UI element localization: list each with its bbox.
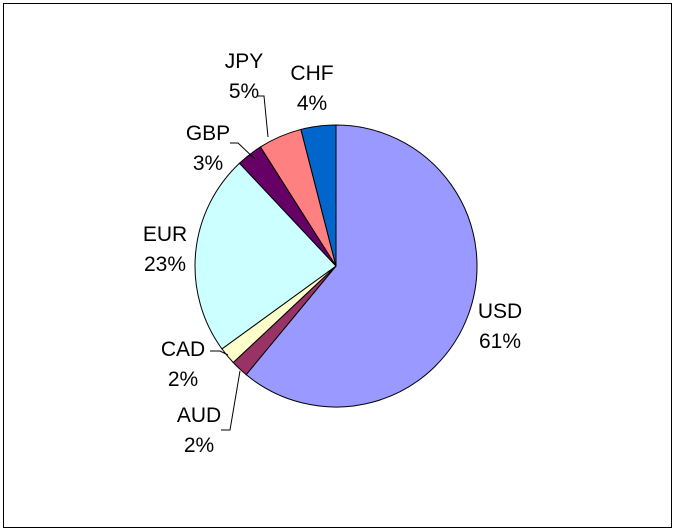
pie-slice-eur [194, 162, 337, 350]
slice-label-usd: USD [478, 300, 522, 323]
slice-percent-usd: 61% [479, 330, 521, 353]
slice-percent-jpy: 5% [229, 80, 259, 103]
leader-lines [210, 95, 269, 431]
slice-label-jpy: JPY [225, 50, 264, 73]
slice-percent-cad: 2% [168, 368, 198, 391]
leader-line-cad [210, 350, 229, 356]
slice-label-eur: EUR [143, 223, 187, 246]
leader-line-jpy [258, 95, 269, 138]
pie-slice-chf [300, 124, 337, 267]
slice-labels: USD 61% AUD 2% CAD 2% EUR 23% GBP 3% JPY 5% CHF 4% [143, 50, 522, 457]
pie-slices [194, 124, 478, 408]
slice-percent-eur: 23% [144, 253, 186, 276]
slice-percent-aud: 2% [184, 434, 214, 457]
pie-slice-usd [245, 124, 478, 408]
slice-percent-chf: 4% [297, 92, 327, 115]
leader-line-aud [221, 370, 241, 431]
slice-label-gbp: GBP [186, 122, 230, 145]
slice-label-aud: AUD [177, 404, 221, 427]
leader-line-gbp [230, 142, 256, 160]
slice-label-cad: CAD [161, 338, 205, 361]
slice-label-chf: CHF [290, 62, 333, 85]
slice-percent-gbp: 3% [193, 152, 223, 175]
